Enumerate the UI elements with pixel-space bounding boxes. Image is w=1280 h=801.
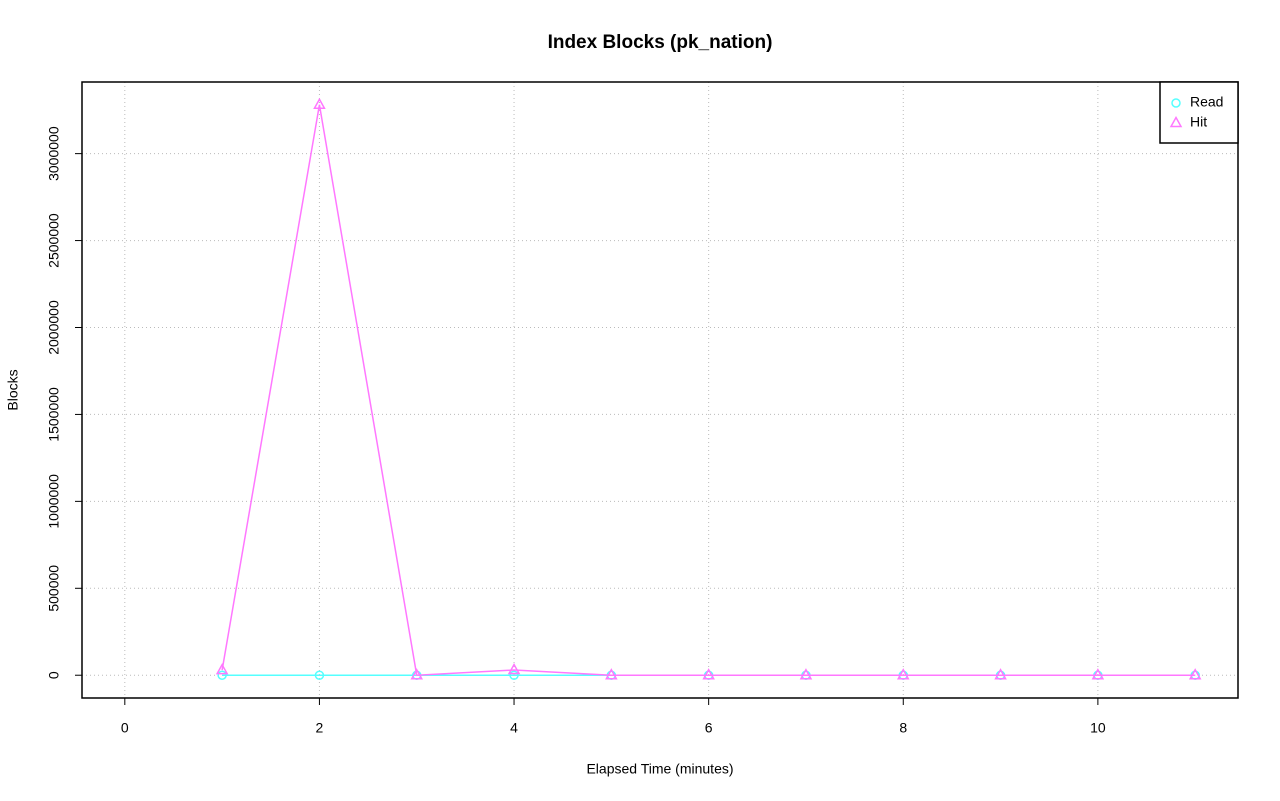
- legend-marker: [1171, 98, 1181, 108]
- x-tick-label: 0: [121, 720, 129, 736]
- legend-marker: [1169, 115, 1183, 128]
- data-point: [1188, 668, 1202, 680]
- x-tick-label: 8: [899, 720, 907, 736]
- data-point: [896, 668, 910, 680]
- data-point: [1091, 668, 1105, 680]
- y-tick-label: 0: [46, 671, 62, 679]
- data-point: [313, 97, 326, 110]
- data-point: [702, 668, 715, 680]
- x-axis-label: Elapsed Time (minutes): [586, 761, 733, 777]
- y-axis-label: Blocks: [5, 369, 21, 410]
- data-point: [217, 670, 227, 680]
- data-point: [605, 668, 618, 680]
- y-tick-label: 2500000: [46, 213, 62, 268]
- data-point: [799, 668, 813, 680]
- legend-box: [1159, 81, 1239, 144]
- y-tick-label: 3000000: [46, 126, 62, 181]
- legend-label: Hit: [1190, 114, 1207, 130]
- chart-title: Index Blocks (pk_nation): [548, 32, 773, 53]
- x-tick-label: 2: [316, 720, 324, 736]
- data-point: [507, 662, 521, 675]
- y-tick-label: 1000000: [46, 474, 62, 529]
- plot-frame: [81, 81, 1239, 699]
- legend-label: Read: [1190, 94, 1223, 110]
- series-line: [221, 104, 1196, 677]
- x-tick-label: 4: [510, 720, 518, 736]
- data-point: [994, 668, 1007, 680]
- data-point: [314, 670, 325, 680]
- y-tick-label: 500000: [46, 565, 62, 612]
- data-point: [509, 670, 519, 680]
- data-point: [215, 663, 229, 675]
- y-tick-label: 2000000: [46, 300, 62, 355]
- data-point: [410, 668, 424, 680]
- x-tick-label: 6: [705, 720, 713, 736]
- y-tick-label: 1500000: [46, 387, 62, 442]
- x-tick-label: 10: [1090, 720, 1106, 736]
